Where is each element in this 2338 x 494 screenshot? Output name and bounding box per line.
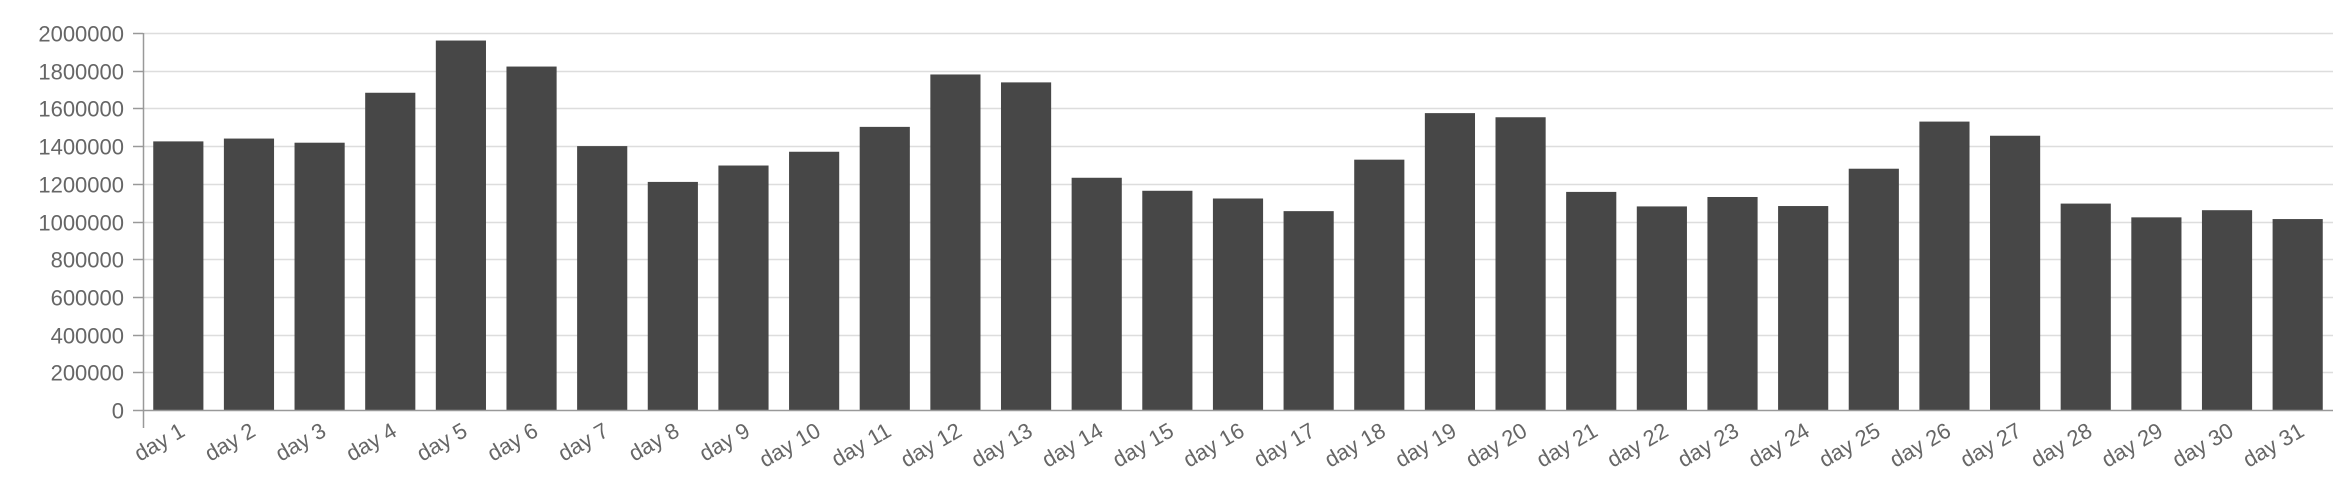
bar — [1142, 190, 1193, 410]
x-tick-label: day 27 — [1956, 418, 2026, 473]
bar — [1071, 177, 1122, 410]
bar — [647, 181, 698, 410]
bar — [1354, 159, 1405, 410]
y-tick-label: 1400000 — [38, 135, 124, 160]
x-tick-label: day 12 — [896, 418, 966, 473]
x-tick-label: day 11 — [827, 418, 895, 472]
x-tick-label: day 6 — [483, 418, 542, 467]
x-tick-label: day 8 — [624, 418, 683, 467]
bar — [2131, 217, 2182, 410]
bar — [930, 74, 981, 410]
bar — [1707, 196, 1758, 410]
y-tick-label: 400000 — [51, 324, 124, 349]
y-axis-tick-labels: 0 200000 400000 600000 800000 1000000 1200000 1… — [38, 22, 124, 424]
bar — [789, 151, 840, 410]
bar — [718, 165, 769, 410]
y-tick-label: 1800000 — [38, 60, 124, 85]
x-tick-label: day 17 — [1249, 418, 1319, 473]
bar — [435, 40, 486, 410]
x-tick-label: day 16 — [1179, 418, 1249, 473]
bar — [859, 126, 910, 411]
bar — [506, 66, 557, 410]
bar — [1778, 206, 1829, 410]
x-tick-label: day 5 — [412, 418, 471, 467]
x-tick-label: day 25 — [1815, 418, 1885, 473]
bar — [1283, 211, 1334, 410]
x-tick-label: day 24 — [1744, 418, 1814, 473]
bar — [1636, 206, 1687, 410]
bar — [2060, 203, 2111, 410]
bars — [153, 40, 2323, 411]
bar — [1566, 191, 1617, 410]
y-tick-label: 2000000 — [38, 22, 124, 47]
bar — [1495, 117, 1546, 411]
x-tick-label: day 10 — [755, 418, 825, 473]
x-tick-label: day 13 — [967, 418, 1037, 473]
bar — [1000, 82, 1052, 411]
bar — [2201, 210, 2253, 410]
x-tick-label: day 20 — [1461, 418, 1531, 473]
y-tick-label: 200000 — [51, 361, 124, 386]
x-tick-label: day 30 — [2168, 418, 2238, 473]
x-tick-label: day 15 — [1108, 418, 1178, 473]
bar — [1212, 198, 1264, 410]
x-tick-label: day 28 — [2027, 418, 2097, 473]
x-tick-label: day 19 — [1391, 418, 1461, 473]
x-axis-tick-labels: day 1 day 2 day 3 day 4 day 5 day 6 day 7 day 8… — [130, 418, 2308, 473]
y-tick-label: 1200000 — [38, 173, 124, 198]
x-tick-label: day 31 — [2238, 418, 2308, 473]
axes — [133, 32, 2333, 428]
x-tick-label: day 26 — [1885, 418, 1955, 473]
bar — [2272, 219, 2323, 410]
y-tick-label: 800000 — [51, 248, 124, 273]
bar — [365, 92, 416, 410]
y-tick-label: 1600000 — [38, 97, 124, 122]
bar — [577, 146, 628, 410]
x-tick-label: day 7 — [554, 418, 613, 467]
x-tick-label: day 18 — [1320, 418, 1390, 473]
x-tick-label: day 29 — [2097, 418, 2167, 473]
x-tick-label: day 21 — [1532, 418, 1602, 473]
x-tick-label: day 22 — [1603, 418, 1673, 473]
x-tick-label: day 4 — [342, 418, 401, 467]
x-tick-label: day 1 — [130, 418, 189, 467]
y-tick-label: 1000000 — [38, 211, 124, 236]
y-tick-label: 600000 — [51, 286, 124, 311]
bar — [1919, 121, 1970, 410]
bar — [223, 138, 275, 410]
x-tick-label: day 9 — [695, 418, 754, 467]
x-tick-label: day 23 — [1673, 418, 1743, 473]
bar — [294, 142, 345, 410]
x-tick-label: day 14 — [1037, 418, 1107, 473]
bar — [153, 141, 204, 410]
bar — [1848, 168, 1899, 410]
y-tick-label: 0 — [112, 399, 124, 424]
x-tick-label: day 2 — [200, 418, 259, 467]
bar — [1990, 135, 2041, 411]
x-tick-label: day 3 — [271, 418, 330, 467]
bar — [1424, 113, 1476, 411]
